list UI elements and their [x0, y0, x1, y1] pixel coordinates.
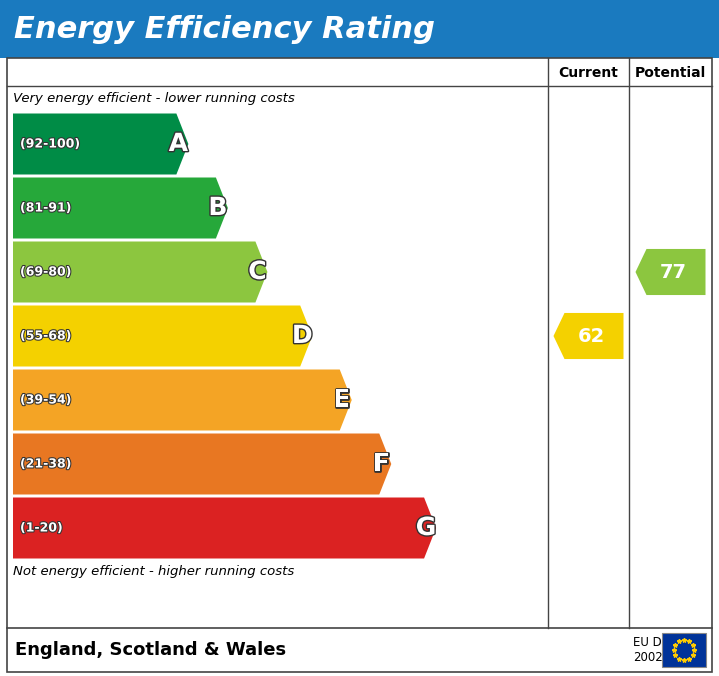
- Text: England, Scotland & Wales: England, Scotland & Wales: [15, 641, 286, 659]
- Text: (92-100): (92-100): [20, 137, 81, 151]
- Text: Energy Efficiency Rating: Energy Efficiency Rating: [14, 14, 435, 43]
- Text: B: B: [209, 196, 227, 220]
- Text: (69-80): (69-80): [20, 266, 71, 279]
- Polygon shape: [13, 498, 436, 558]
- Polygon shape: [636, 249, 705, 295]
- Text: D: D: [292, 324, 313, 348]
- Text: Not energy efficient - higher running costs: Not energy efficient - higher running co…: [13, 565, 294, 578]
- Text: F: F: [372, 452, 390, 476]
- Text: 77: 77: [660, 262, 687, 281]
- Polygon shape: [13, 178, 228, 239]
- Text: EU Directive: EU Directive: [633, 637, 706, 650]
- Polygon shape: [13, 241, 267, 302]
- Bar: [662, 633, 706, 667]
- Text: (1-20): (1-20): [20, 521, 63, 535]
- Polygon shape: [13, 306, 312, 366]
- Text: (81-91): (81-91): [20, 201, 72, 214]
- Text: Very energy efficient - lower running costs: Very energy efficient - lower running co…: [13, 92, 295, 105]
- Text: Potential: Potential: [635, 66, 706, 80]
- Text: E: E: [333, 388, 350, 412]
- Text: (55-68): (55-68): [20, 329, 72, 343]
- Text: (21-38): (21-38): [20, 458, 72, 470]
- Text: 2002/91/EC: 2002/91/EC: [633, 650, 701, 664]
- Text: A: A: [169, 132, 188, 156]
- Text: 62: 62: [577, 327, 605, 345]
- Bar: [0, 0, 719, 58]
- Polygon shape: [13, 370, 352, 431]
- Text: (39-54): (39-54): [20, 393, 72, 406]
- Text: C: C: [248, 260, 267, 284]
- Text: G: G: [416, 516, 436, 540]
- Polygon shape: [13, 114, 188, 174]
- Text: Current: Current: [559, 66, 618, 80]
- Polygon shape: [13, 433, 391, 495]
- Polygon shape: [554, 313, 623, 359]
